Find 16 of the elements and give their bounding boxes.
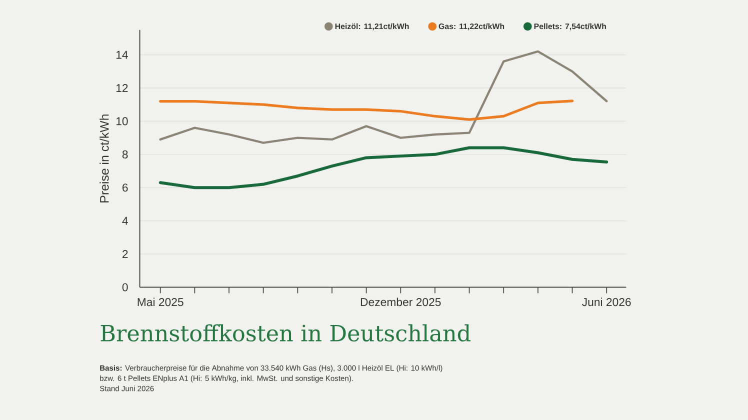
line-series	[159, 99, 574, 121]
y-tick-label: 14	[116, 50, 128, 58]
y-tick-label: 8	[122, 150, 128, 158]
x-tick-label: Juni 2026	[582, 298, 631, 306]
x-tick-label: Dezember 2025	[360, 298, 441, 306]
y-tick-label: 2	[122, 250, 128, 258]
text: Brennstoffkosten in Deutschland	[100, 324, 470, 342]
y-axis-title: Preise in ct/kWh	[100, 114, 109, 202]
y-tick-label: 12	[116, 84, 128, 92]
y-tick-label: 4	[122, 216, 128, 225]
line-series	[158, 146, 608, 189]
x-tick-label: Mai 2025	[138, 298, 184, 306]
y-tick-label: 0	[122, 282, 128, 292]
line-series	[159, 50, 608, 144]
y-tick-label: 10	[116, 116, 128, 126]
y-tick-label: 6	[122, 183, 128, 192]
